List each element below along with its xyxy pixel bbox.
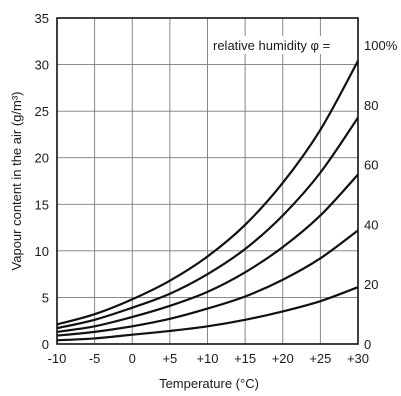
humidity-curve-4	[56, 286, 359, 342]
x-tick-label: +5	[162, 351, 177, 366]
x-tick-label: +20	[272, 351, 294, 366]
y-tick-label: 20	[35, 151, 49, 166]
curves-layer	[56, 60, 359, 342]
y-tick-label: 5	[42, 290, 49, 305]
y-tick-label: 0	[42, 337, 49, 352]
y-tick-label: 15	[35, 197, 49, 212]
humidity-curve-0	[56, 60, 359, 326]
x-tick-label: +15	[234, 351, 256, 366]
right-axis-label: 0	[364, 337, 371, 352]
x-tick-label: -5	[89, 351, 101, 366]
x-axis-title: Temperature (°C)	[159, 376, 259, 391]
y-tick-label: 35	[35, 11, 49, 26]
x-tick-label: +10	[196, 351, 218, 366]
plot-frame	[56, 17, 359, 345]
humidity-curve-3	[56, 229, 359, 337]
annotation-background	[210, 36, 357, 54]
y-tick-label: 30	[35, 58, 49, 73]
y-axis-title: Vapour content in the air (g/m³)	[9, 92, 24, 271]
right-axis-label: 80	[364, 98, 378, 113]
humidity-curve-2	[56, 173, 359, 333]
y-tick-label: 10	[35, 244, 49, 259]
humidity-curve-1	[56, 117, 359, 330]
right-axis-label: 20	[364, 277, 378, 292]
x-tick-label: -10	[48, 351, 67, 366]
humidity-annotation: relative humidity φ =	[213, 38, 330, 53]
x-tick-label: 0	[129, 351, 136, 366]
right-axis-label: 100%	[364, 38, 398, 53]
x-tick-label: +25	[309, 351, 331, 366]
right-axis-label: 60	[364, 158, 378, 173]
x-tick-label: +30	[347, 351, 369, 366]
y-tick-label: 25	[35, 104, 49, 119]
right-axis-label: 40	[364, 217, 378, 232]
right-axis-labels: 0 20 40 60 80 100%	[364, 38, 398, 352]
